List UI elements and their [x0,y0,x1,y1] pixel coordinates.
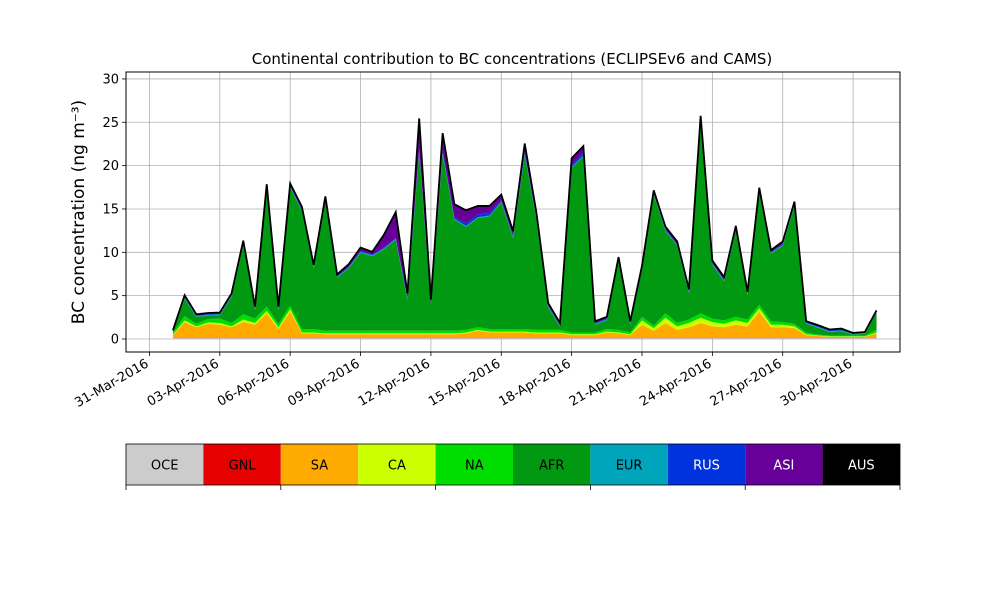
area-sa [172,311,877,338]
legend-label-asi: ASI [773,459,794,474]
legend-swatch-rus [667,444,746,485]
legend-label-oce: OCE [151,459,179,474]
area-na [172,304,877,337]
y-tick-label: 5 [111,289,119,304]
legend-swatch-eur [590,444,668,485]
y-tick-label: 15 [102,202,119,217]
legend-swatch-na [435,444,513,485]
legend-swatch-asi [745,444,823,485]
legend-label-ca: CA [388,459,406,474]
x-tick-label: 27-Apr-2016 [708,356,785,409]
plot-frame [125,71,901,353]
x-tick-label: 24-Apr-2016 [637,356,714,409]
legend-swatch-oce [126,444,204,485]
x-tick-label: 06-Apr-2016 [215,356,292,409]
legend-label-na: NA [465,459,484,474]
legend-swatch-sa [280,444,359,485]
y-tick-label: 25 [102,116,119,131]
y-axis: 0 5 10 15 20 25 30 [102,72,126,347]
y-axis-label: BC concentration (ng m⁻³) [69,100,89,324]
x-tick-label: 21-Apr-2016 [567,356,644,409]
legend-label-afr: AFR [539,459,564,474]
legend-frame [125,443,901,486]
area-ca [172,308,877,337]
chart-title: Continental contribution to BC concentra… [252,50,773,68]
total-line [172,115,878,334]
legend-swatch-ca [358,444,436,485]
y-tick-label: 10 [102,246,119,261]
legend-label-aus: AUS [848,459,875,474]
x-tick-label: 09-Apr-2016 [285,356,362,409]
x-tick-label: 15-Apr-2016 [426,356,503,409]
y-tick-label: 30 [102,72,119,87]
x-tick-label: 31-Mar-2016 [72,356,151,410]
x-tick-label: 12-Apr-2016 [356,356,433,409]
x-tick-label: 03-Apr-2016 [145,356,222,409]
stacked-areas [172,115,877,339]
legend-swatch-gnl [203,444,281,485]
x-tick-label: 30-Apr-2016 [778,356,855,409]
legend-swatch-aus [822,444,900,485]
legend-label-sa: SA [311,459,328,474]
legend-label-eur: EUR [616,459,643,474]
area-oce [172,338,877,339]
y-tick-label: 0 [111,332,119,347]
legend-colorbar: OCE GNL SA CA NA AFR EUR RUS ASI AUS [125,443,901,490]
x-axis: 31-Mar-201603-Apr-201606-Apr-201609-Apr-… [72,352,855,411]
area-afr [172,122,877,336]
x-tick-label: 18-Apr-2016 [497,356,574,409]
legend-swatch-afr [513,444,591,485]
legend-label-gnl: GNL [229,459,257,474]
y-tick-label: 20 [102,159,119,174]
legend-label-rus: RUS [693,459,720,474]
